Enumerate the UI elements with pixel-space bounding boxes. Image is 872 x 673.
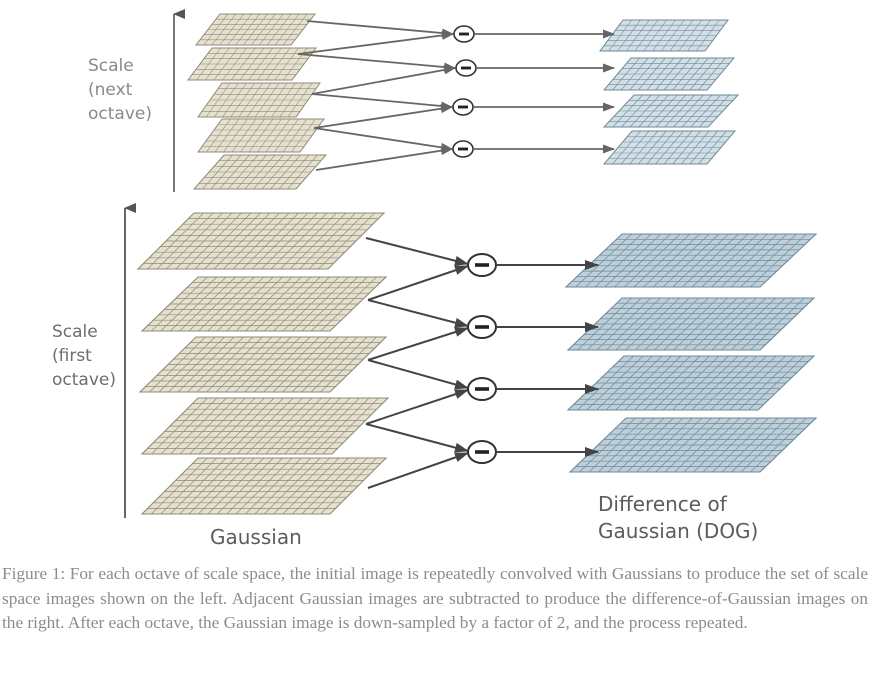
dog-layer-next-4 xyxy=(602,130,737,165)
arrow-to-op-first-2-a xyxy=(367,299,469,328)
dog-label-line-2: Gaussian (DOG) xyxy=(598,519,759,543)
dog-diagram xyxy=(124,9,818,518)
dog-layer-first-3 xyxy=(566,355,816,411)
minus-icon-first-4 xyxy=(467,440,497,464)
minus-icon-next-4 xyxy=(452,140,474,158)
arrow-to-op-first-3-b xyxy=(365,389,469,425)
minus-icon-first-1 xyxy=(467,253,497,277)
arrow-to-op-next-4-a xyxy=(313,127,453,152)
arrow-to-op-next-3-b xyxy=(313,104,453,129)
scale-first-line-3: octave) xyxy=(52,370,116,390)
dog-label: Difference of Gaussian (DOG) xyxy=(598,491,758,545)
scale-next-octave-label: Scale (next octave) xyxy=(88,54,152,126)
scale-first-line-1: Scale xyxy=(52,322,98,342)
minus-icon-next-3 xyxy=(452,98,474,116)
arrow-to-op-next-4-b xyxy=(315,146,453,171)
scale-next-line-2: (next xyxy=(88,80,133,100)
dog-layer-first-4 xyxy=(568,417,818,473)
gaussian-layer-first-3 xyxy=(138,336,388,393)
minus-icon-first-2 xyxy=(467,315,497,339)
arrow-to-op-first-2-b xyxy=(367,327,469,361)
arrow-to-op-next-3-a xyxy=(311,93,453,111)
scale-first-octave-label: Scale (first octave) xyxy=(52,320,116,392)
gaussian-layer-first-4 xyxy=(140,397,390,455)
gaussian-layer-next-2 xyxy=(187,47,317,81)
arrow-to-op-first-4-b xyxy=(367,452,469,489)
gaussian-layer-next-1 xyxy=(194,13,317,46)
figure-caption: Figure 1: For each octave of scale space… xyxy=(2,564,868,632)
arrow-to-op-next-1-a xyxy=(306,20,454,38)
dog-label-line-1: Difference of xyxy=(598,492,727,516)
scale-next-line-3: octave) xyxy=(88,104,152,124)
gaussian-layer-next-3 xyxy=(197,82,321,118)
gaussian-layer-first-5 xyxy=(140,457,388,515)
gaussian-label: Gaussian xyxy=(210,525,302,549)
arrow-to-op-first-1-b xyxy=(367,265,469,301)
scale-first-line-2: (first xyxy=(52,346,92,366)
dog-layer-first-2 xyxy=(566,297,816,351)
dog-layer-next-3 xyxy=(602,94,740,128)
dog-layer-next-1 xyxy=(599,19,729,52)
minus-icon-next-2 xyxy=(455,59,477,77)
gaussian-layer-next-5 xyxy=(192,154,328,190)
arrow-to-op-next-2-a xyxy=(297,53,456,72)
dog-layer-first-1 xyxy=(564,233,818,288)
scale-next-line-1: Scale xyxy=(88,56,134,76)
arrow-to-op-next-1-b xyxy=(297,30,454,55)
minus-icon-next-1 xyxy=(453,25,475,43)
arrow-to-op-first-3-a xyxy=(367,359,469,390)
arrow-to-op-first-1-a xyxy=(365,237,469,266)
gaussian-layer-first-2 xyxy=(140,276,388,332)
gaussian-layer-next-4 xyxy=(197,118,325,153)
arrow-to-op-next-2-b xyxy=(311,65,456,95)
gaussian-layer-first-1 xyxy=(136,212,386,270)
dog-layer-next-2 xyxy=(602,57,736,91)
arrow-to-op-first-4-a xyxy=(365,423,469,453)
minus-icon-first-3 xyxy=(467,377,497,401)
